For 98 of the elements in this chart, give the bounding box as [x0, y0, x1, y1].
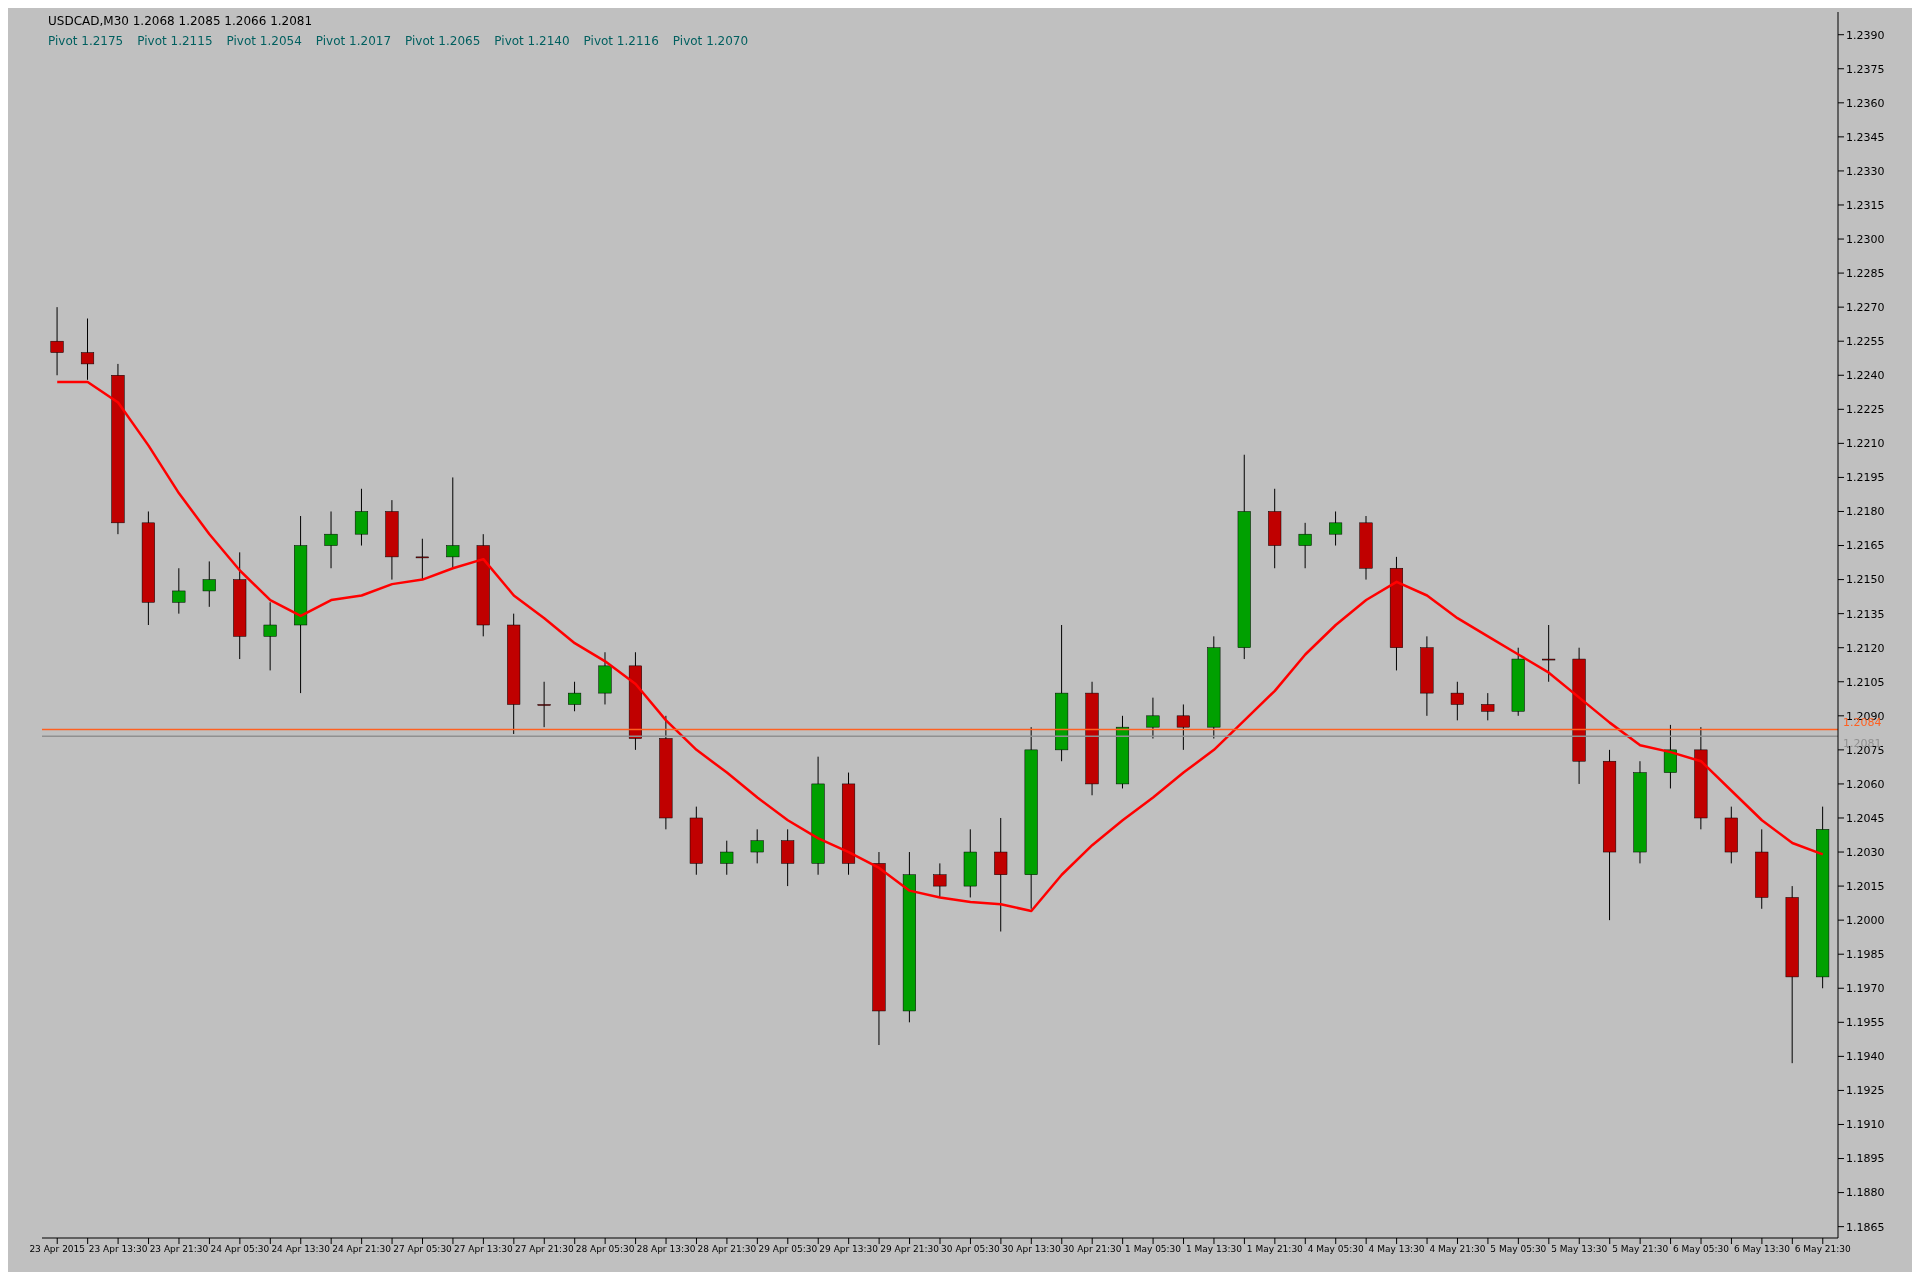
annotation: Pivot 1.2065 [405, 34, 481, 48]
y-tick-label: 1.2180 [1846, 505, 1885, 519]
y-tick-label: 1.2000 [1846, 914, 1885, 928]
candlestick [202, 560, 216, 608]
y-tick-label: 1.2165 [1846, 539, 1885, 553]
x-tick-label: 23 Apr 13:30 [88, 1244, 148, 1255]
candlestick [354, 488, 369, 547]
y-tick-label: 1.1895 [1846, 1152, 1885, 1166]
y-tick-label: 1.1865 [1846, 1220, 1885, 1234]
x-tick-label: 6 May 13:30 [1733, 1244, 1791, 1255]
candlestick [994, 817, 1008, 932]
candlestick [1298, 522, 1312, 569]
y-tick-label: 1.2150 [1846, 573, 1885, 587]
x-tick-label: 27 Apr 05:30 [393, 1244, 453, 1255]
x-tick-label: 28 Apr 21:30 [697, 1244, 757, 1255]
y-tick-label: 1.2390 [1846, 28, 1885, 42]
line-series [55, 380, 1825, 913]
candlestick [263, 601, 277, 671]
annotation: Pivot 1.2140 [494, 34, 570, 48]
candlestick [781, 828, 795, 887]
candlestick [568, 681, 582, 712]
y-tick-label: 1.2105 [1846, 675, 1885, 689]
annotation: Pivot 1.2116 [583, 34, 659, 48]
x-tick-label: 29 Apr 21:30 [880, 1244, 940, 1255]
y-tick-label: 1.2225 [1846, 403, 1885, 417]
candlestick [415, 538, 429, 581]
candlestick [1481, 692, 1495, 721]
y-tick-label: 1.1970 [1846, 982, 1885, 996]
x-tick-label: 1 May 05:30 [1125, 1244, 1182, 1255]
x-tick-label: 4 May 05:30 [1307, 1244, 1364, 1255]
candlestick [933, 862, 947, 898]
x-tick-label: 24 Apr 05:30 [210, 1244, 270, 1255]
candlestick [1146, 697, 1160, 740]
x-tick-label: 27 Apr 13:30 [454, 1244, 513, 1255]
x-tick-label: 5 May 13:30 [1551, 1244, 1608, 1255]
y-tick-label: 1.2195 [1846, 471, 1885, 485]
x-tick-label: 6 May 21:30 [1794, 1244, 1852, 1255]
y-tick-label: 1.1910 [1846, 1118, 1885, 1132]
y-tick-label: 1.2360 [1846, 96, 1885, 110]
y-tick-label: 1.1985 [1846, 948, 1885, 962]
candlestick [720, 840, 734, 876]
annotation: Pivot 1.2017 [315, 34, 392, 48]
y-tick-label: 1.1925 [1846, 1084, 1885, 1098]
candlestick [537, 681, 551, 728]
x-tick-label: 29 Apr 05:30 [758, 1244, 818, 1255]
x-tick-label: 30 Apr 13:30 [1001, 1244, 1061, 1255]
x-tick-label: 28 Apr 13:30 [636, 1244, 696, 1255]
candlestick [446, 476, 460, 569]
y-tick-label: 1.1955 [1846, 1016, 1885, 1030]
y-tick-label: 1.2015 [1846, 880, 1885, 893]
y-tick-label: 1.2210 [1846, 437, 1885, 451]
y-tick-label: 1.1880 [1846, 1186, 1885, 1200]
x-tick-label: 24 Apr 13:30 [271, 1244, 331, 1255]
y-tick-label: 1.2375 [1846, 62, 1885, 76]
x-tick-label: 5 May 05:30 [1490, 1244, 1547, 1255]
candlestick [50, 306, 64, 376]
x-tick-label: 27 Apr 21:30 [514, 1244, 574, 1255]
annotation: Pivot 1.2054 [226, 34, 302, 48]
candlestick [1329, 510, 1343, 547]
y-tick-label: 1.2270 [1846, 301, 1885, 315]
y-tick-label: 1.2240 [1846, 369, 1885, 383]
x-tick-label: 5 May 21:30 [1612, 1244, 1669, 1255]
x-tick-label: 6 May 05:30 [1673, 1244, 1730, 1255]
x-tick-label: 30 Apr 05:30 [941, 1244, 1001, 1255]
candlestick [750, 828, 764, 864]
y-tick-label: 1.2060 [1846, 777, 1885, 791]
annotation: Pivot 1.2070 [672, 34, 749, 48]
x-tick-label: 23 Apr 21:30 [149, 1244, 209, 1255]
annotation: Pivot 1.2175 [48, 34, 124, 48]
candlestick [80, 318, 95, 381]
y-tick-label: 1.2030 [1846, 845, 1885, 859]
y-tick-label: 1.2330 [1846, 164, 1885, 178]
candlestick [1176, 703, 1190, 751]
y-tick-label: 1.1940 [1846, 1050, 1885, 1064]
x-tick-label: 29 Apr 13:30 [819, 1244, 879, 1255]
x-tick-label: 1 May 13:30 [1185, 1244, 1243, 1255]
x-tick-label: 28 Apr 05:30 [575, 1244, 635, 1255]
x-tick-label: 4 May 13:30 [1368, 1244, 1425, 1255]
x-tick-label: 4 May 21:30 [1429, 1244, 1486, 1255]
candlestick [324, 510, 338, 569]
y-tick-label: 1.2300 [1846, 232, 1885, 246]
x-tick-label: 23 Apr 2015 [29, 1244, 86, 1255]
y-tick-label: 1.2135 [1846, 607, 1885, 621]
candlestick [172, 567, 186, 615]
y-tick-label: 1.2315 [1846, 198, 1885, 212]
y-tick-label: 1.2045 [1846, 811, 1885, 825]
y-tick-label: 1.2120 [1846, 641, 1885, 655]
x-tick-label: 1 May 21:30 [1246, 1244, 1304, 1255]
y-tick-label: 1.2255 [1846, 335, 1885, 349]
x-tick-label: 30 Apr 21:30 [1062, 1244, 1122, 1255]
y-tick-label: 1.2345 [1846, 130, 1885, 144]
x-tick-label: 24 Apr 21:30 [332, 1244, 392, 1255]
candlestick [1542, 624, 1556, 683]
annotation: Pivot 1.2115 [137, 34, 213, 48]
y-tick-label: 1.2285 [1846, 267, 1885, 280]
candlestick [1450, 681, 1464, 721]
candlestick [1663, 724, 1677, 789]
chart-title: USDCAD,M30 1.2068 1.2085 1.2066 1.2081 [48, 14, 313, 28]
